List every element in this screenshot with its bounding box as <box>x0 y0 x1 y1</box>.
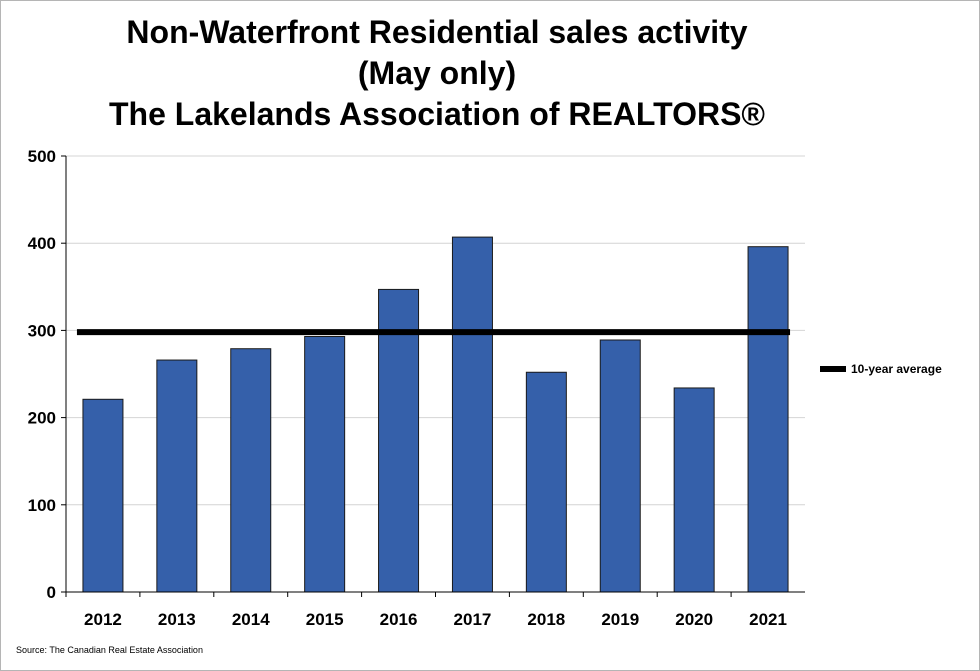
bar-2021 <box>747 246 789 593</box>
x-tick-label-2014: 2014 <box>232 610 270 629</box>
chart-title-line-2: (May only) <box>357 55 517 91</box>
chart-title: Non-Waterfront Residential sales activit… <box>0 12 874 135</box>
legend-average-label: 10-year average <box>851 362 942 376</box>
bar-2019 <box>599 339 641 593</box>
x-tick-label-2019: 2019 <box>601 610 639 629</box>
x-tick-label-2013: 2013 <box>158 610 196 629</box>
bar-2017 <box>451 236 493 593</box>
x-tick-label-2020: 2020 <box>675 610 713 629</box>
chart-title-line-3: The Lakelands Association of REALTORS® <box>109 96 765 132</box>
x-tick-label-2017: 2017 <box>454 610 492 629</box>
legend: 10-year average <box>820 362 942 376</box>
bar-2016 <box>378 288 420 593</box>
bar-2015 <box>304 336 346 593</box>
x-tick-label-2021: 2021 <box>749 610 787 629</box>
bar-2012 <box>82 398 124 593</box>
y-tick-label-0: 0 <box>47 583 56 602</box>
source-note: Source: The Canadian Real Estate Associa… <box>16 645 203 655</box>
y-tick-label-500: 500 <box>28 147 56 166</box>
x-tick-label-2012: 2012 <box>84 610 122 629</box>
chart-title-line-1: Non-Waterfront Residential sales activit… <box>126 14 748 50</box>
y-tick-label-100: 100 <box>28 496 56 515</box>
bar-2014 <box>230 348 272 593</box>
bars <box>82 236 789 593</box>
axes: 0 100 200 300 400 500 2012 2013 2014 2015 2016 2017… <box>28 147 805 629</box>
y-tick-label-200: 200 <box>28 409 56 428</box>
x-tick-label-2015: 2015 <box>306 610 344 629</box>
bar-2013 <box>156 359 198 593</box>
bar-2020 <box>673 387 715 593</box>
y-tick-label-300: 300 <box>28 321 56 340</box>
y-tick-label-400: 400 <box>28 234 56 253</box>
x-tick-label-2016: 2016 <box>380 610 418 629</box>
bar-2018 <box>525 371 567 593</box>
x-tick-label-2018: 2018 <box>527 610 565 629</box>
